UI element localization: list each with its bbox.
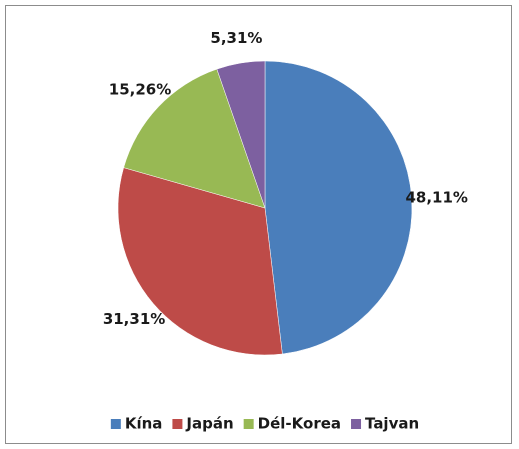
legend-swatch xyxy=(351,419,362,429)
pie-slice xyxy=(216,60,266,209)
pie-slice xyxy=(264,60,413,355)
legend-label: Dél-Korea xyxy=(258,415,341,433)
legend-swatch xyxy=(110,419,121,429)
data-label: 31,31% xyxy=(103,310,165,328)
legend-label: Tajvan xyxy=(365,415,419,433)
legend-label: Japán xyxy=(185,415,233,433)
pie-slice xyxy=(123,68,266,209)
data-label: 5,31% xyxy=(210,29,262,47)
legend-swatch xyxy=(172,419,183,429)
data-label: 48,11% xyxy=(405,188,467,206)
pie-slice xyxy=(117,167,283,356)
legend-swatch xyxy=(243,419,254,429)
legend-label: Kína xyxy=(125,415,163,433)
data-label: 15,26% xyxy=(109,80,171,98)
